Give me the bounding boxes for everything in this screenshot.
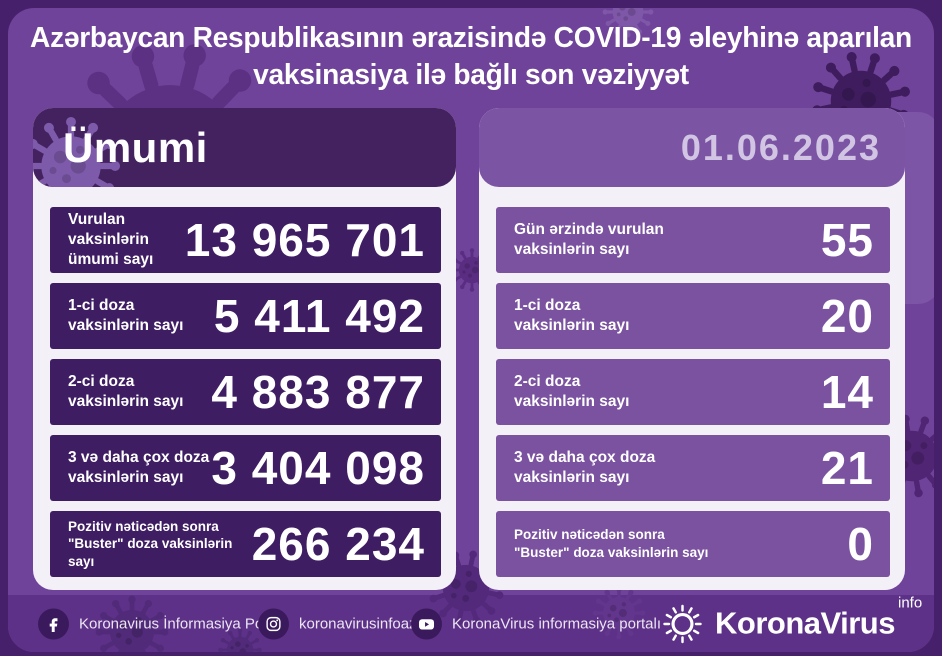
totals-panel-title: Ümumi: [63, 123, 208, 171]
stat-label: Gün ərzində vurulan vaksinlərin sayı: [514, 220, 664, 258]
infographic-card: Azərbaycan Respublikasının ərazisində CO…: [8, 8, 934, 652]
daily-panel-header: 01.06.2023: [479, 108, 905, 187]
stat-row-total-vaccines: Vurulan vaksinlərin ümumi sayı 13 965 70…: [50, 207, 441, 273]
koronavirus-logo: KoronaVirus info: [660, 595, 922, 646]
stat-row-third-dose: 3 və daha çox doza vaksinlərin sayı 21: [496, 435, 890, 501]
stat-row-second-dose: 2-ci doza vaksinlərin sayı 4 883 877: [50, 359, 441, 425]
instagram-item: koronavirusinfoaz: [258, 608, 417, 639]
facebook-label: Koronavirus İnformasiya Portalı: [79, 615, 289, 632]
stat-value: 55: [820, 214, 874, 266]
stat-value: 21: [820, 442, 874, 494]
stat-label: 3 və daha çox doza vaksinlərin sayı: [514, 448, 656, 486]
youtube-item: KoronaVirus informasiya portalı: [411, 608, 661, 639]
instagram-label: koronavirusinfoaz: [299, 615, 417, 632]
date-label: 01.06.2023: [680, 126, 881, 168]
stat-label: 1-ci doza vaksinlərin sayı: [68, 296, 184, 334]
stat-label: 1-ci doza vaksinlərin sayı: [514, 296, 630, 334]
facebook-icon: [38, 608, 69, 639]
stat-row-first-dose: 1-ci doza vaksinlərin sayı 5 411 492: [50, 283, 441, 349]
stat-row-first-dose: 1-ci doza vaksinlərin sayı 20: [496, 283, 890, 349]
stat-label: Pozitiv nəticədən sonra "Buster" doza va…: [68, 518, 233, 569]
stat-value: 14: [820, 366, 874, 418]
stat-row-booster-dose: Pozitiv nəticədən sonra "Buster" doza va…: [50, 511, 441, 577]
page-title: Azərbaycan Respublikasının ərazisində CO…: [22, 20, 920, 94]
daily-rows: Gün ərzində vurulan vaksinlərin sayı 55 …: [496, 207, 890, 577]
facebook-item: Koronavirus İnformasiya Portalı: [38, 608, 288, 639]
totals-rows: Vurulan vaksinlərin ümumi sayı 13 965 70…: [50, 207, 441, 577]
stat-label: 2-ci doza vaksinlərin sayı: [68, 372, 184, 410]
instagram-icon: [258, 608, 289, 639]
page-title-line2: vaksinasiya ilə bağlı son vəziyyət: [253, 59, 689, 91]
koronavirus-logo-icon: [660, 601, 705, 646]
stat-label: Vurulan vaksinlərin ümumi sayı: [68, 210, 154, 269]
stat-value: 5 411 492: [213, 290, 425, 342]
stat-label: 3 və daha çox doza vaksinlərin sayı: [68, 448, 210, 486]
stat-value: 20: [820, 290, 874, 342]
footer: Koronavirus İnformasiya Portalı koronavi…: [8, 595, 934, 652]
stat-row-second-dose: 2-ci doza vaksinlərin sayı 14: [496, 359, 890, 425]
youtube-icon: [411, 608, 442, 639]
stat-value: 0: [847, 518, 874, 570]
page-title-line1: Azərbaycan Respublikasının ərazisində CO…: [30, 22, 912, 54]
stat-label: Pozitiv nəticədən sonra "Buster" doza va…: [514, 527, 709, 560]
daily-panel: 01.06.2023 Gün ərzində vurulan vaksinlər…: [479, 108, 905, 590]
totals-panel: Ümumi Vurulan vaksinlərin ümumi sayı 13 …: [33, 108, 456, 590]
stat-value: 4 883 877: [211, 366, 425, 418]
logo-text: KoronaVirus: [715, 605, 895, 641]
logo-badge: info: [897, 594, 923, 612]
stat-value: 3 404 098: [211, 442, 425, 494]
stat-value: 13 965 701: [184, 214, 425, 266]
stat-row-daily-vaccines: Gün ərzində vurulan vaksinlərin sayı 55: [496, 207, 890, 273]
stat-value: 266 234: [251, 518, 425, 570]
stat-row-third-dose: 3 və daha çox doza vaksinlərin sayı 3 40…: [50, 435, 441, 501]
stat-row-booster-dose: Pozitiv nəticədən sonra "Buster" doza va…: [496, 511, 890, 577]
youtube-label: KoronaVirus informasiya portalı: [452, 615, 661, 632]
stat-label: 2-ci doza vaksinlərin sayı: [514, 372, 630, 410]
totals-panel-header: Ümumi: [33, 108, 456, 187]
